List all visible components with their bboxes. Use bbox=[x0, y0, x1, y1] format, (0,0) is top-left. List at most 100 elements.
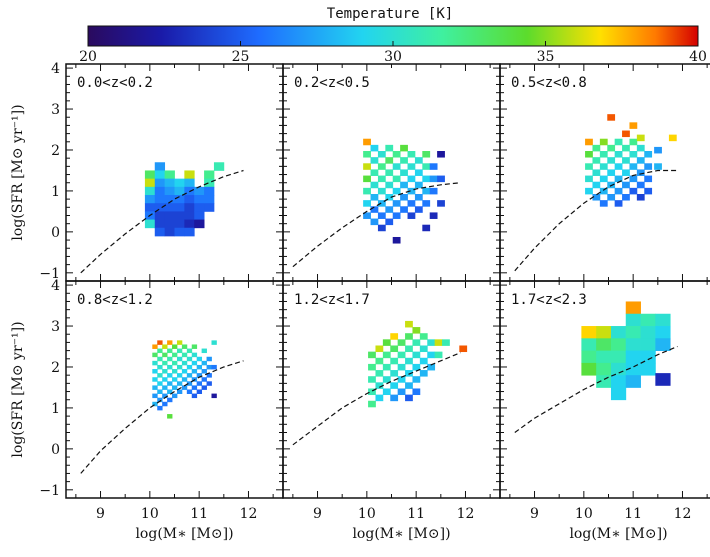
heatmap-cell bbox=[382, 351, 391, 359]
heatmap-cell bbox=[427, 351, 436, 359]
heatmap-cell bbox=[191, 360, 198, 366]
heatmap-cell bbox=[191, 369, 198, 374]
heatmap-cell bbox=[610, 362, 627, 376]
heatmap-cell bbox=[211, 364, 217, 370]
heatmap-cell bbox=[174, 186, 185, 196]
heatmap-cell bbox=[194, 219, 205, 229]
heatmap-cell bbox=[162, 401, 168, 407]
heatmap-cell bbox=[599, 187, 608, 195]
heatmap-cell bbox=[144, 219, 156, 229]
redshift-label: 0.8<z<1.2 bbox=[77, 292, 153, 308]
heatmap-cell bbox=[429, 187, 438, 195]
heatmap-cell bbox=[610, 350, 627, 364]
heatmap-cell bbox=[599, 163, 608, 170]
heatmap-cell bbox=[191, 385, 198, 390]
heatmap-cell bbox=[204, 195, 215, 204]
heatmap-cell bbox=[201, 385, 207, 390]
heatmap-cell bbox=[622, 181, 630, 189]
heatmap-cell bbox=[654, 163, 662, 170]
heatmap-cell bbox=[405, 382, 413, 389]
heatmap-cell bbox=[614, 138, 623, 146]
x-tick-label: 9 bbox=[313, 506, 322, 522]
heatmap-cell bbox=[640, 362, 656, 376]
panel-frame bbox=[499, 280, 710, 499]
x-tick-label: 10 bbox=[141, 506, 159, 522]
heatmap-cell bbox=[172, 377, 178, 382]
heatmap-cell bbox=[370, 144, 379, 152]
heatmap-cell bbox=[181, 385, 188, 390]
heatmap-cell bbox=[164, 203, 175, 212]
x-tick-label: 12 bbox=[240, 506, 258, 522]
heatmap-cell bbox=[407, 187, 416, 195]
colorbar-tick-label: 25 bbox=[232, 49, 250, 65]
heatmap-cell bbox=[162, 360, 168, 366]
heatmap-cell bbox=[625, 350, 641, 364]
heatmap-cell bbox=[405, 333, 413, 340]
heatmap-cell bbox=[397, 388, 406, 396]
heatmap-cell bbox=[370, 206, 379, 213]
heatmap-cell bbox=[172, 369, 178, 374]
heatmap-cell bbox=[636, 181, 645, 189]
heatmap-cell bbox=[181, 360, 188, 366]
heatmap-cell bbox=[412, 351, 421, 359]
heatmap-cell bbox=[655, 313, 671, 327]
heatmap-cell bbox=[167, 414, 173, 419]
heatmap-cell bbox=[154, 227, 166, 237]
y-tick-label: 3 bbox=[51, 102, 60, 118]
main-sequence-curve bbox=[292, 352, 461, 446]
heatmap-cell bbox=[154, 162, 166, 171]
heatmap-cell bbox=[629, 175, 638, 183]
heatmap-cell bbox=[392, 212, 401, 219]
main-sequence-curve bbox=[80, 360, 244, 474]
heatmap-cell bbox=[607, 114, 616, 121]
heatmap-cell bbox=[405, 394, 413, 402]
heatmap-cell bbox=[377, 175, 386, 183]
heatmap-cell bbox=[186, 348, 193, 354]
heatmap-cell bbox=[596, 326, 612, 339]
heatmap-cell bbox=[390, 382, 399, 389]
heatmap-cell bbox=[144, 195, 156, 204]
heatmap-cell bbox=[363, 163, 371, 170]
heatmap-cell bbox=[206, 373, 212, 378]
heatmap-cell bbox=[157, 364, 163, 370]
heatmap-cell bbox=[196, 389, 203, 394]
x-axis-title: log(M∗ [M⊙]) bbox=[135, 526, 233, 542]
heatmap-cell bbox=[599, 138, 608, 146]
heatmap-cell bbox=[668, 134, 677, 142]
panel-2: 0.2<z<0.5 bbox=[282, 63, 501, 282]
heatmap-cell bbox=[186, 356, 193, 362]
heatmap-cell bbox=[592, 194, 601, 201]
heatmap-cell bbox=[596, 338, 612, 351]
x-tick-label: 9 bbox=[96, 506, 105, 522]
heatmap-cell bbox=[184, 219, 195, 229]
colorbar-ticks: 20 25 30 35 40 bbox=[79, 41, 707, 65]
heatmap-cell bbox=[162, 352, 168, 358]
heatmap-cell bbox=[191, 393, 198, 399]
x-tick-label: 9 bbox=[530, 506, 539, 522]
heatmap-cell bbox=[152, 401, 158, 407]
heatmap-cell bbox=[377, 151, 386, 158]
heatmap-cell bbox=[382, 363, 391, 371]
heatmap-cell bbox=[407, 151, 416, 158]
heatmap-cell bbox=[370, 157, 379, 164]
heatmap-cell bbox=[385, 218, 394, 226]
panel-5: 1.2<z<1.7 9 10 11 12 log(M∗ [M⊙]) bbox=[282, 280, 501, 542]
heatmap-cell bbox=[592, 144, 601, 152]
heatmap-cell bbox=[640, 350, 656, 364]
y-tick-label: 3 bbox=[51, 319, 60, 335]
heatmap-cell bbox=[368, 351, 376, 359]
y-tick-label: 1 bbox=[51, 401, 60, 417]
redshift-label: 0.5<z<0.8 bbox=[511, 75, 587, 91]
heatmap-cell bbox=[184, 203, 195, 212]
heatmap-cell bbox=[429, 212, 438, 219]
heatmap-cell bbox=[625, 375, 641, 388]
heatmap-cell bbox=[581, 326, 597, 339]
heatmap-cell bbox=[154, 170, 166, 180]
heatmap-cell bbox=[382, 339, 391, 346]
heatmap-cell bbox=[414, 169, 423, 176]
heatmap-cell bbox=[377, 212, 386, 219]
heatmap-cell bbox=[162, 377, 168, 382]
heatmap-cell bbox=[422, 200, 431, 207]
heatmap-cell bbox=[176, 340, 183, 345]
